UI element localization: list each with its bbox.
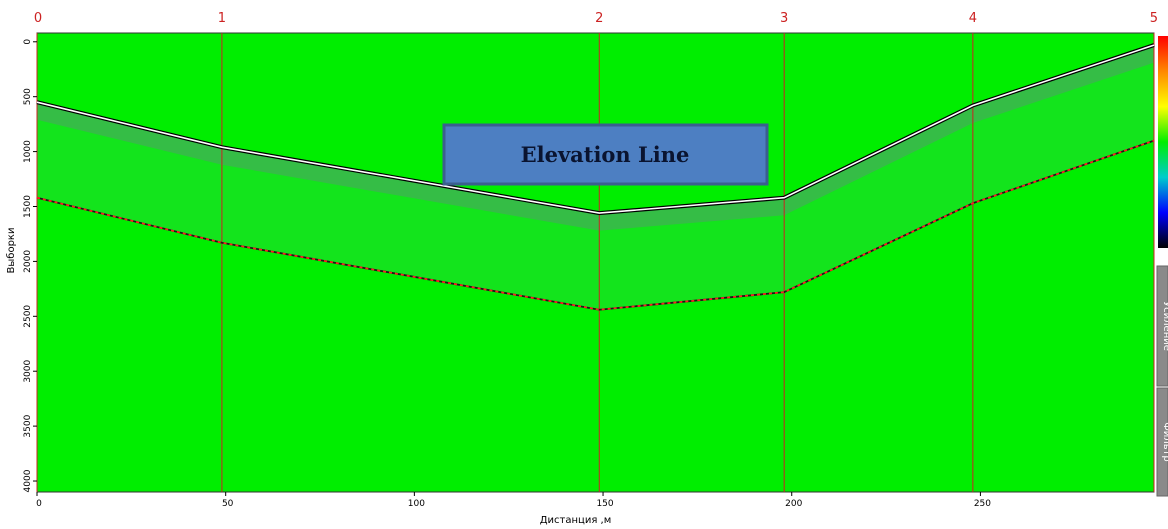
reflection-band (37, 45, 1154, 231)
y-tick-label: 3000 (23, 359, 33, 382)
marker-label-0: 0 (34, 11, 42, 26)
y-axis-title: Выборки (6, 228, 17, 274)
marker-label-2: 2 (595, 11, 603, 26)
x-tick-label: 250 (974, 499, 991, 509)
colorbar (1158, 36, 1168, 248)
y-tick-label: 1500 (23, 195, 33, 218)
marker-label-3: 3 (780, 11, 788, 26)
y-tick-label: 4000 (23, 469, 33, 492)
y-tick-label: 0 (23, 39, 33, 45)
y-tick-label: 1000 (23, 140, 33, 163)
x-tick-label: 200 (785, 499, 802, 509)
side-tab-label[interactable]: Усиление (1161, 301, 1168, 351)
annotation-text: Elevation Line (521, 142, 690, 167)
marker-label-1: 1 (218, 11, 226, 26)
y-tick-label: 2500 (23, 305, 33, 328)
signal-region (37, 45, 1154, 310)
y-tick-label: 500 (23, 88, 33, 105)
x-axis-title: Дистанция ,м (540, 515, 612, 526)
side-tab-1[interactable] (1156, 387, 1168, 497)
side-tab-0[interactable] (1156, 265, 1168, 387)
side-tab-label[interactable]: Фильтр (1161, 422, 1168, 462)
surface-line (36, 44, 1155, 214)
marker-label-5: 5 (1150, 11, 1158, 26)
x-tick-label: 150 (596, 499, 613, 509)
annotation-box: Elevation Line (442, 123, 769, 186)
y-tick-label: 2000 (23, 250, 33, 273)
y-tick-label: 3500 (23, 414, 33, 437)
x-tick-label: 0 (36, 499, 42, 509)
marker-label-4: 4 (969, 11, 977, 26)
x-tick-label: 50 (222, 499, 234, 509)
lower-line (36, 139, 1155, 311)
x-tick-label: 100 (408, 499, 425, 509)
